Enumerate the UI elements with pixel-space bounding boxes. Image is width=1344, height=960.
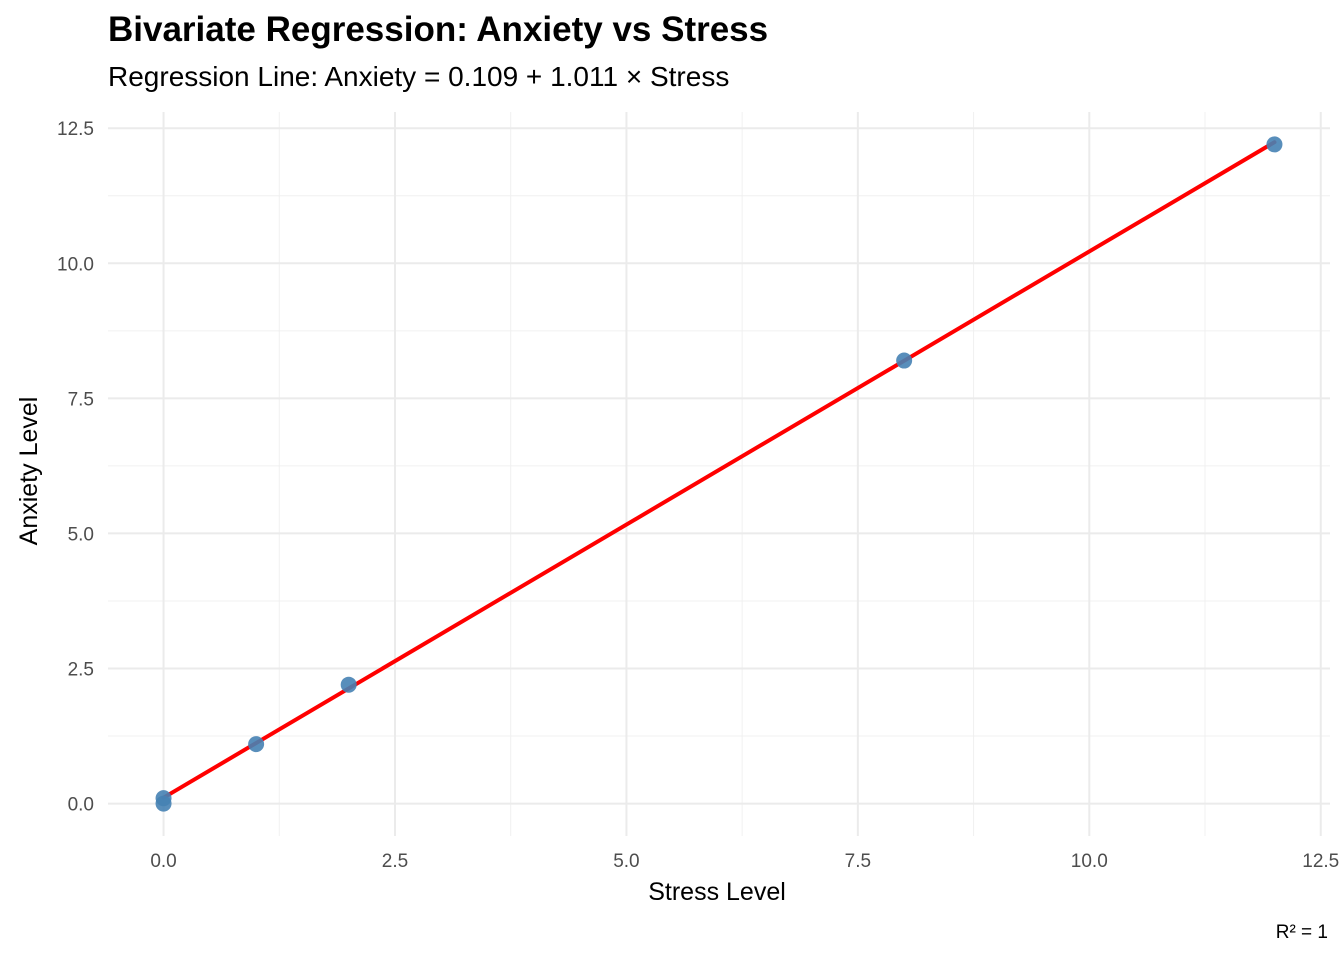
y-tick-label: 0.0: [68, 795, 94, 816]
tick-labels: 0.0 2.5 5.0 7.5 10.0 12.5 0.0 2.5 5.0 7.5 10.0 12.5: [57, 119, 1339, 872]
chart-subtitle: Regression Line: Anxiety = 0.109 + 1.011…: [108, 61, 730, 92]
data-point: [896, 352, 913, 369]
y-tick-label: 7.5: [68, 389, 94, 410]
x-axis-title: Stress Level: [648, 878, 786, 906]
data-point: [248, 736, 265, 753]
grid-lines: [108, 112, 1330, 836]
regression-line-group: [161, 140, 1277, 800]
regression-line: [161, 140, 1277, 800]
chart-title: Bivariate Regression: Anxiety vs Stress: [108, 10, 769, 49]
y-tick-label: 2.5: [68, 660, 94, 681]
x-tick-label: 0.0: [150, 851, 176, 872]
x-tick-label: 2.5: [382, 851, 408, 872]
x-tick-label: 12.5: [1302, 851, 1339, 872]
y-tick-label: 10.0: [57, 254, 94, 275]
r-squared-caption: R² = 1: [1275, 922, 1328, 943]
y-tick-label: 12.5: [57, 119, 94, 140]
y-axis-title: Anxiety Level: [15, 397, 43, 546]
data-points: [155, 136, 1283, 812]
data-point: [1266, 136, 1283, 153]
x-tick-label: 5.0: [613, 851, 639, 872]
x-tick-label: 10.0: [1071, 851, 1108, 872]
y-tick-label: 5.0: [68, 524, 94, 545]
x-tick-label: 7.5: [845, 851, 871, 872]
data-point: [155, 790, 172, 807]
data-point: [340, 676, 357, 693]
